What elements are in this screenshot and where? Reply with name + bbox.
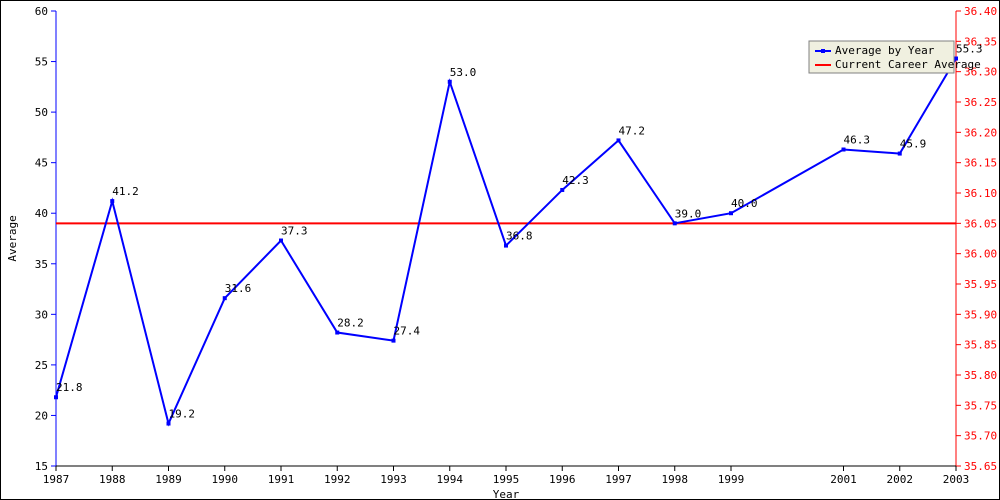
- x-tick-label: 1989: [155, 473, 182, 486]
- data-point-label: 55.3: [956, 43, 983, 56]
- data-marker: [504, 244, 508, 248]
- x-tick-label: 1988: [99, 473, 126, 486]
- x-tick-label: 1990: [212, 473, 239, 486]
- x-tick-label: 2002: [887, 473, 914, 486]
- y-left-tick-label: 15: [35, 460, 48, 473]
- x-tick-label: 2001: [830, 473, 857, 486]
- data-marker: [729, 211, 733, 215]
- x-tick-label: 1992: [324, 473, 351, 486]
- y-right-tick-label: 36.00: [964, 248, 997, 261]
- x-tick-label: 1994: [437, 473, 464, 486]
- data-marker: [335, 331, 339, 335]
- y-left-tick-label: 35: [35, 258, 48, 271]
- y-right-tick-label: 36.10: [964, 187, 997, 200]
- data-point-label: 36.8: [506, 230, 533, 243]
- x-tick-label: 1991: [268, 473, 295, 486]
- data-marker: [54, 395, 58, 399]
- y-right-tick-label: 36.25: [964, 96, 997, 109]
- x-tick-label: 1987: [43, 473, 70, 486]
- y-right-tick-label: 35.90: [964, 308, 997, 321]
- data-point-label: 39.0: [675, 207, 702, 220]
- y-right-tick-label: 36.20: [964, 126, 997, 139]
- data-marker: [448, 80, 452, 84]
- chart-container: 15 20 25 30 35 40 45 50 55 60 Average 35.65 35.70 35.…: [0, 0, 1000, 500]
- data-point-label: 40.0: [731, 197, 758, 210]
- data-marker: [223, 296, 227, 300]
- data-point-label: 42.3: [562, 174, 589, 187]
- x-tick-label: 1999: [718, 473, 745, 486]
- x-tick-label: 2003: [943, 473, 970, 486]
- data-marker: [842, 148, 846, 152]
- y-right-tick-label: 35.80: [964, 369, 997, 382]
- legend-item-career: Current Career Average: [835, 58, 981, 71]
- y-right-tick-label: 35.65: [964, 460, 997, 473]
- data-marker: [898, 152, 902, 156]
- y-left-tick-label: 40: [35, 207, 48, 220]
- y-right-tick-label: 36.40: [964, 5, 997, 18]
- y-left-tick-label: 50: [35, 106, 48, 119]
- data-point-label: 27.4: [394, 325, 421, 338]
- data-marker: [560, 188, 564, 192]
- data-marker: [110, 199, 114, 203]
- data-point-label: 21.8: [56, 381, 83, 394]
- x-tick-label: 1993: [380, 473, 407, 486]
- x-tick-label: 1996: [549, 473, 576, 486]
- x-tick-label: 1997: [605, 473, 632, 486]
- y-left-tick-label: 55: [35, 56, 48, 69]
- data-point-label: 46.3: [844, 134, 871, 147]
- y-left-tick-label: 60: [35, 5, 48, 18]
- x-tick-label: 1998: [662, 473, 689, 486]
- x-tick-label: 1995: [493, 473, 520, 486]
- y-left-tick-label: 25: [35, 359, 48, 372]
- data-point-label: 28.2: [337, 317, 364, 330]
- data-point-label: 31.6: [225, 282, 252, 295]
- data-point-label: 45.9: [900, 138, 927, 151]
- data-point-label: 19.2: [169, 408, 196, 421]
- data-marker: [167, 422, 171, 426]
- data-marker: [279, 239, 283, 243]
- line-chart: 15 20 25 30 35 40 45 50 55 60 Average 35.65 35.70 35.…: [1, 1, 999, 499]
- y-right-tick-label: 35.85: [964, 339, 997, 352]
- y-left-tick-label: 30: [35, 308, 48, 321]
- y-left-axis-label: Average: [6, 215, 19, 261]
- legend-item-year: Average by Year: [835, 44, 935, 57]
- y-right-tick-label: 36.05: [964, 217, 997, 230]
- data-point-label: 47.2: [619, 124, 646, 137]
- y-right-tick-label: 36.15: [964, 157, 997, 170]
- data-point-label: 53.0: [450, 66, 477, 79]
- x-axis-label: Year: [493, 488, 520, 499]
- data-marker: [617, 138, 621, 142]
- data-point-label: 41.2: [112, 185, 139, 198]
- data-marker: [392, 339, 396, 343]
- y-right-tick-label: 35.70: [964, 430, 997, 443]
- y-left-tick-label: 45: [35, 157, 48, 170]
- y-right-tick-label: 35.95: [964, 278, 997, 291]
- data-point-label: 37.3: [281, 225, 308, 238]
- y-right-tick-label: 35.75: [964, 399, 997, 412]
- y-left-tick-label: 20: [35, 409, 48, 422]
- data-marker: [673, 221, 677, 225]
